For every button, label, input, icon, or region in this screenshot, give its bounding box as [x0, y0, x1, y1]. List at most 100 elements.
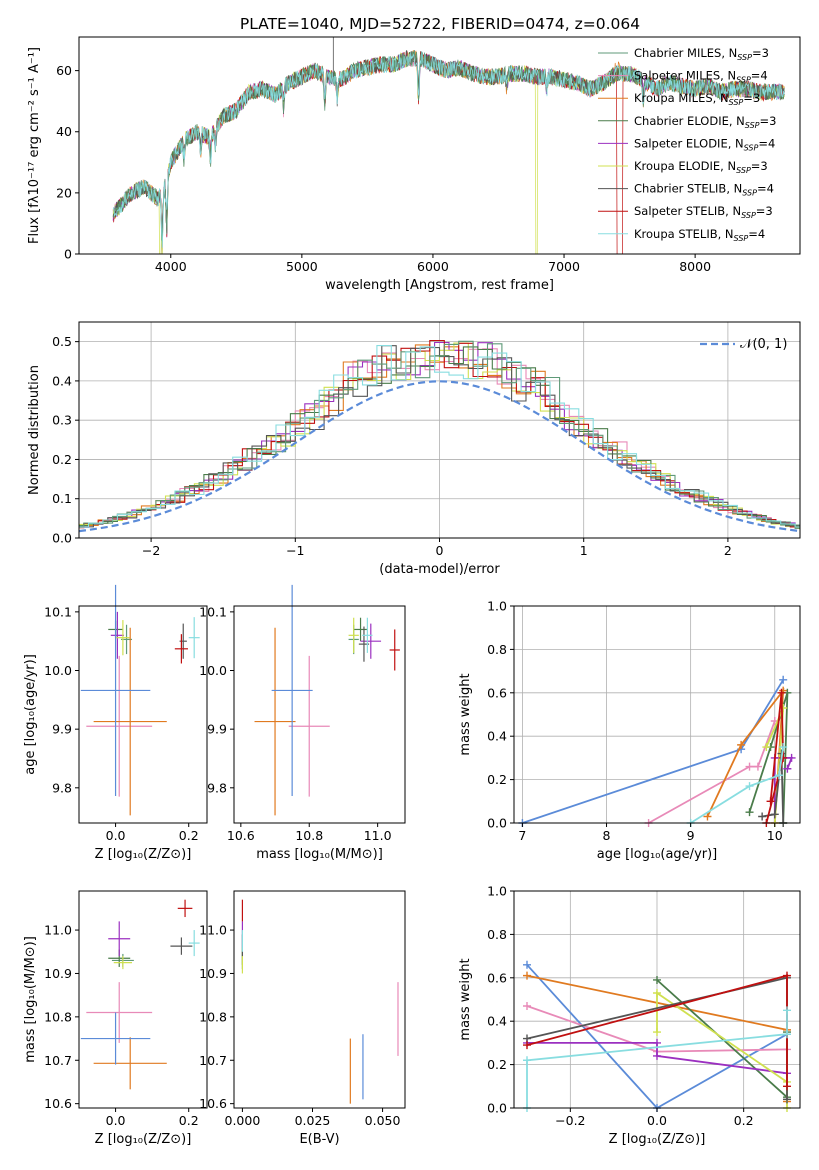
- x-axis-label: mass [log₁₀(M/M⊙)]: [256, 847, 383, 862]
- normal-curve: [79, 380, 800, 533]
- x-tick-label: −0.2: [555, 1113, 585, 1128]
- weight-marker-5-0: [762, 743, 771, 752]
- weight-line-8: [526, 1010, 788, 1108]
- plot-area: [80, 899, 200, 1090]
- weight-marker-4-2: [787, 753, 796, 762]
- y-tick-label: 11.0: [44, 923, 72, 938]
- x-tick-label: 10.8: [295, 828, 323, 843]
- y-tick-label: 10.7: [44, 1053, 72, 1068]
- y-tick-label: 0.2: [487, 772, 507, 787]
- legend-entry-6: Chabrier STELIB, NSSP=4: [634, 182, 774, 198]
- y-tick-label: 10.9: [199, 966, 227, 981]
- weight-marker-0-2: [779, 675, 788, 684]
- x-tick-label: 0.050: [365, 1113, 401, 1128]
- weight-marker-6-0: [758, 812, 767, 821]
- weight-line-8: [690, 746, 785, 824]
- x-tick-label: 0.2: [734, 1113, 754, 1128]
- x-tick-label: 2: [724, 543, 732, 558]
- legend-entry-8: Kroupa STELIB, NSSP=4: [634, 227, 765, 243]
- weight-marker-7-2: [777, 688, 786, 697]
- x-tick-label: 0.000: [225, 1113, 261, 1128]
- y-tick-label: 0.5: [52, 334, 72, 349]
- weight-marker-7-1: [783, 971, 791, 980]
- y-tick-label: 10.8: [44, 1009, 72, 1024]
- histograms: [79, 340, 800, 533]
- y-tick-label: 10.6: [44, 1096, 72, 1111]
- y-tick-label: 0.4: [487, 729, 507, 744]
- weight-line-4: [527, 1042, 788, 1075]
- x-tick-label: 0.2: [179, 1113, 199, 1128]
- y-tick-label: 11.0: [199, 923, 227, 938]
- y-tick-label: 0.1: [52, 491, 72, 506]
- weight-marker-2-1: [737, 740, 746, 749]
- y-tick-label: 0.6: [487, 970, 507, 985]
- panel-mass_vs_EBV: 0.000 0.025 0.050 10.6 10.7 10.8 10.9 11.0 E(B-V…: [199, 890, 406, 1147]
- axes-frame: [78, 890, 208, 1109]
- panel-spectrum: 4000 5000 6000 7000 8000 0 20 40 60 wavelength [A…: [27, 36, 801, 293]
- y-tick-label: 0.0: [487, 816, 507, 831]
- y-axis-label: Flux [fλ10⁻¹⁷ erg cm⁻² s⁻¹ A⁻¹]: [27, 47, 42, 244]
- y-tick-label: 10.0: [44, 663, 72, 678]
- axes-frame: [233, 605, 406, 824]
- y-tick-label: 40: [56, 124, 72, 139]
- y-tick-label: 0.4: [52, 373, 72, 388]
- y-tick-label: 10.0: [199, 663, 227, 678]
- y-tick-label: 1.0: [487, 599, 507, 614]
- panel-mass_weight_vs_Z: −0.2 0.0 0.2 0.0 0.2 0.4 0.6 0.8 1.0 Z [log₁₀(Z/Z…: [458, 884, 801, 1147]
- weight-marker-2-0: [523, 971, 531, 980]
- weight-marker-5-0: [653, 1028, 661, 1037]
- y-axis-label: Normed distribution: [27, 365, 42, 495]
- y-tick-label: 0.3: [52, 413, 72, 428]
- panel-age_vs_mass: 10.6 10.8 11.0 9.8 9.9 10.0 10.1 mass [log₁₀(M/…: [199, 584, 406, 862]
- weight-marker-8-2: [774, 771, 783, 780]
- weight-marker-4-1: [653, 1038, 661, 1047]
- y-tick-label: 0.6: [487, 685, 507, 700]
- y-tick-label: 10.6: [199, 1096, 227, 1111]
- weight-marker-1-2: [753, 762, 762, 771]
- weight-marker-8-3: [779, 743, 788, 752]
- weight-line-0: [522, 679, 784, 824]
- weight-marker-7-2: [783, 1082, 791, 1091]
- figure-title: PLATE=1040, MJD=52722, FIBERID=0474, z=0…: [240, 15, 640, 33]
- weight-marker-8-2: [783, 1030, 791, 1039]
- x-tick-label: 0.025: [295, 1113, 331, 1128]
- weight-marker-3-0: [653, 975, 661, 984]
- y-tick-label: 20: [56, 185, 72, 200]
- weight-marker-0-0: [523, 960, 531, 969]
- spectrum-series-8: [112, 51, 785, 248]
- x-tick-label: −2: [142, 543, 160, 558]
- y-tick-label: 10.1: [199, 604, 227, 619]
- y-tick-label: 0.2: [52, 452, 72, 467]
- x-axis-label: wavelength [Angstrom, rest frame]: [325, 278, 554, 293]
- x-tick-label: 10: [767, 828, 783, 843]
- x-axis-label: Z [log₁₀(Z/Z⊙)]: [609, 1132, 706, 1147]
- weight-marker-8-3: [783, 1006, 791, 1015]
- x-tick-label: 0: [436, 543, 444, 558]
- y-tick-label: 9.9: [207, 722, 227, 737]
- x-tick-label: 8000: [679, 259, 711, 274]
- y-axis-label: age [log₁₀(age/yr)]: [23, 654, 38, 775]
- histogram-series-8: [79, 345, 800, 528]
- weight-line-3: [656, 979, 788, 1100]
- legend-entry-2: Kroupa MILES, NSSP=3: [634, 91, 760, 107]
- axes-frame: [78, 36, 801, 255]
- plot-area: [254, 584, 400, 816]
- weight-marker-7-3: [766, 797, 775, 806]
- y-tick-label: 0.8: [487, 927, 507, 942]
- plot-area: [112, 37, 785, 254]
- histogram-series-3: [79, 346, 800, 529]
- weight-marker-2-0: [703, 812, 712, 821]
- x-tick-label: −1: [286, 543, 304, 558]
- y-tick-label: 10.1: [44, 604, 72, 619]
- y-tick-label: 10.9: [44, 966, 72, 981]
- weight-marker-3-0: [745, 808, 754, 817]
- x-tick-label: 0.0: [647, 1113, 667, 1128]
- legend-entry-1: Salpeter MILES, NSSP=4: [634, 69, 768, 85]
- x-tick-label: 8: [603, 828, 611, 843]
- normal-legend-label: 𝒩(0, 1): [740, 337, 787, 352]
- legend-entry-3: Chabrier ELODIE, NSSP=3: [634, 114, 776, 130]
- y-tick-label: 1.0: [487, 884, 507, 899]
- panel-residual_histogram: −2 −1 0 1 2 0.0 0.1 0.2 0.3 0.4 0.5 (data-model)/er…: [27, 321, 801, 577]
- x-tick-label: 0.0: [106, 828, 126, 843]
